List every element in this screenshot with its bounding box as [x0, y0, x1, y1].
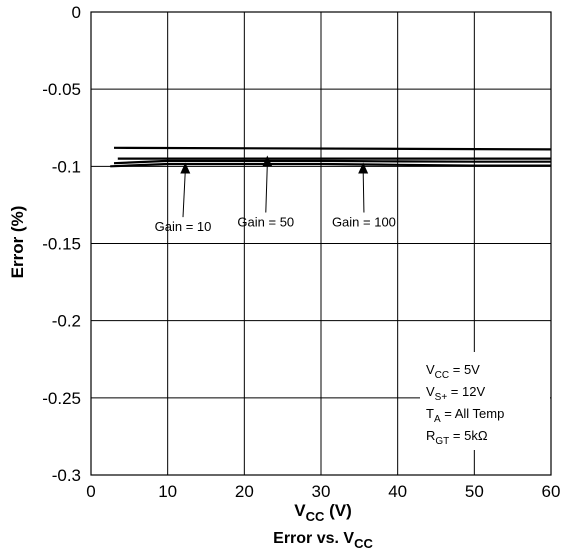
x-tick-label: 60: [542, 482, 561, 501]
condition-value: = 12V: [447, 384, 485, 399]
condition-line: RGT = 5kΩ: [426, 428, 488, 447]
y-tick-label: -0.1: [52, 157, 81, 176]
chart-caption: Error vs. VCC: [273, 530, 373, 551]
x-axis-label-unit: (V): [324, 501, 351, 520]
series-line-4: [110, 162, 551, 168]
condition-subscript: GT: [435, 436, 449, 447]
condition-subscript: A: [434, 414, 441, 425]
conditions-background: [420, 352, 550, 450]
x-tick-label: 40: [388, 482, 407, 501]
x-tick-label: 50: [465, 482, 484, 501]
tick-labels: 0 10 20 30 40 50 60 0 -0.05 -0.1 -0.15 -0.2 -0.25 -0.…: [42, 3, 560, 501]
annotation-arrowhead: [180, 162, 191, 174]
condition-symbol: T: [426, 406, 434, 421]
x-tick-label: 20: [235, 482, 254, 501]
annotation-label: Gain = 100: [332, 215, 396, 230]
x-tick-label: 0: [86, 482, 95, 501]
plot-lines: [110, 146, 552, 168]
condition-line: VS+ = 12V: [426, 384, 485, 403]
x-axis-label-main: V: [294, 501, 306, 520]
condition-symbol: V: [426, 384, 435, 399]
caption-main: Error vs. V: [273, 530, 354, 547]
condition-subscript: S+: [435, 392, 448, 403]
condition-value: = 5kΩ: [449, 428, 488, 443]
x-axis-label-sub: CC: [306, 509, 325, 524]
annotation-arrowhead: [262, 155, 273, 167]
caption-sub: CC: [354, 536, 373, 551]
y-tick-label: -0.25: [42, 389, 81, 408]
annotation-arrow-line: [265, 163, 268, 213]
y-tick-label: -0.2: [52, 312, 81, 331]
annotation-label: Gain = 50: [237, 215, 294, 230]
condition-subscript: CC: [435, 370, 449, 381]
x-tick-label: 10: [158, 482, 177, 501]
y-tick-label: -0.3: [52, 466, 81, 485]
condition-value: = 5V: [449, 362, 480, 377]
condition-line: VCC = 5V: [426, 362, 480, 381]
series-line-3: [113, 159, 551, 165]
condition-symbol: V: [426, 362, 435, 377]
series-line-1: [113, 146, 552, 151]
y-tick-label: -0.15: [42, 235, 81, 254]
y-tick-label: 0: [72, 3, 81, 22]
annotations: Gain = 10 Gain = 50 Gain = 100: [155, 155, 396, 234]
annotation-arrow-line: [362, 170, 365, 213]
y-axis-label: Error (%): [8, 206, 27, 279]
x-axis-label: VCC (V): [294, 501, 352, 524]
annotation-arrow-line: [182, 170, 186, 218]
y-tick-label: -0.05: [42, 80, 81, 99]
condition-value: = All Temp: [441, 406, 505, 421]
condition-line: TA = All Temp: [426, 406, 504, 425]
annotation-arrowhead: [358, 162, 369, 174]
annotation-label: Gain = 10: [155, 219, 212, 234]
x-tick-label: 30: [312, 482, 331, 501]
condition-symbol: R: [426, 428, 435, 443]
